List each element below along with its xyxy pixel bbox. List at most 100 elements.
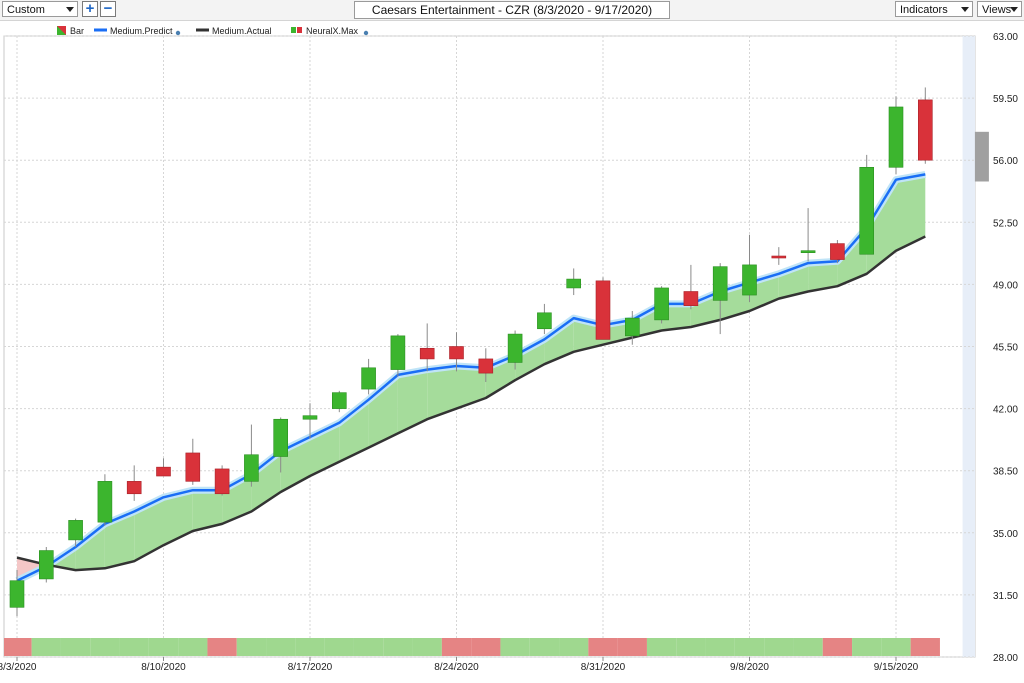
template-dropdown[interactable]: Custom (2, 1, 78, 17)
candle (361, 358, 376, 395)
x-tick-label: 8/31/2020 (581, 662, 626, 673)
signal-strip-cell (500, 638, 530, 656)
signal-strip-cell (559, 638, 589, 656)
band-segment (661, 303, 691, 331)
candle (683, 264, 699, 310)
candle-body (156, 466, 171, 477)
candle (654, 286, 669, 324)
candle-body (302, 415, 318, 420)
signal-strip-cell (60, 638, 91, 656)
signal-strip-cell (646, 638, 677, 656)
y-tick-label: 59.50 (993, 94, 1018, 105)
band-segment (104, 511, 135, 569)
candle (390, 334, 406, 377)
zoom-in-button[interactable]: + (82, 1, 98, 17)
candle-body (361, 367, 376, 390)
candle-body (9, 580, 25, 608)
candle (507, 330, 523, 370)
chevron-down-icon (66, 7, 74, 12)
chevron-down-icon (961, 7, 969, 12)
candle (126, 465, 142, 501)
signal-strip-cell (822, 638, 853, 656)
legend-label-bar: Bar (70, 26, 84, 36)
band-segment (192, 490, 223, 531)
signal-strip-cell (178, 638, 208, 656)
candle-body (214, 468, 230, 495)
signal-strip-cell (207, 638, 237, 656)
candle (68, 518, 83, 547)
candle-body (830, 243, 845, 260)
y-tick-label: 31.50 (993, 591, 1018, 602)
neuralx-swatch-red-icon (297, 27, 302, 33)
info-dot-icon[interactable] (175, 30, 181, 36)
candle (214, 465, 230, 496)
info-dot-icon[interactable] (363, 30, 369, 36)
legend-item-medium-predict: Medium.Predict (94, 26, 181, 36)
candle-body (478, 358, 494, 374)
x-tick-label: 8/10/2020 (141, 662, 186, 673)
candle (185, 438, 201, 485)
toolbar: Custom + − Caesars Entertainment - CZR (… (0, 0, 1024, 21)
candle (478, 348, 494, 382)
candle-body (566, 278, 582, 289)
candle-body (917, 99, 933, 161)
y-tick-label: 56.00 (993, 156, 1018, 167)
signal-strip-cell (266, 638, 296, 656)
signal-strip-cell (910, 638, 940, 656)
candle (800, 208, 816, 262)
candle (917, 87, 933, 164)
candle-body (185, 452, 201, 482)
indicator-lines (15, 170, 926, 584)
legend-label-medium-actual: Medium.Actual (212, 26, 272, 36)
zoom-out-button[interactable]: − (100, 1, 116, 17)
y-tick-label: 63.00 (993, 32, 1018, 43)
candle (38, 546, 54, 583)
candle-body (449, 346, 464, 360)
candle (302, 403, 318, 439)
candle (331, 390, 347, 413)
candle (244, 424, 259, 487)
candle (419, 323, 435, 372)
legend-item-bar: Bar (57, 26, 84, 36)
views-dropdown[interactable]: Views (977, 1, 1022, 17)
x-tick-label: 8/3/2020 (0, 662, 37, 673)
signal-strip-cell (119, 638, 149, 656)
band-segment (339, 399, 369, 462)
signal-strip-cell (852, 638, 882, 656)
y-tick-label: 35.00 (993, 529, 1018, 540)
y-tick-label: 38.50 (993, 467, 1018, 478)
signal-strip-cell (529, 638, 560, 656)
candle-body (742, 264, 757, 296)
x-tick-label: 9/8/2020 (730, 662, 769, 673)
legend: Bar Medium.Predict Medium.Actual NeuralX… (57, 26, 369, 36)
band-segment (368, 374, 398, 448)
candle (566, 268, 582, 296)
signal-strip-cell (31, 638, 61, 656)
chevron-down-icon (1010, 7, 1018, 12)
candle-body (38, 550, 54, 580)
candle-body (595, 280, 611, 340)
indicators-dropdown[interactable]: Indicators (895, 1, 973, 17)
template-dropdown-value: Custom (7, 4, 45, 16)
candle-body (888, 106, 904, 168)
signal-strip-cell (412, 638, 442, 656)
indicators-label: Indicators (900, 4, 948, 16)
signal-strip-cell (148, 638, 179, 656)
signal-strip-cell (236, 638, 267, 656)
candle (97, 474, 113, 526)
signal-strip-cell (295, 638, 325, 656)
grid (3, 35, 976, 658)
band-segment (544, 318, 574, 365)
chart-title: Caesars Entertainment - CZR (8/3/2020 - … (354, 1, 670, 19)
y-tick-label: 28.00 (993, 653, 1018, 664)
signal-strip-cell (617, 638, 647, 656)
candle (742, 234, 757, 303)
candle (595, 277, 611, 340)
candle-body (859, 166, 875, 255)
band-segment (632, 303, 662, 338)
signal-strip-cell (676, 638, 706, 656)
candle (771, 247, 787, 265)
candle-body (537, 312, 552, 330)
band-segment (808, 261, 838, 292)
